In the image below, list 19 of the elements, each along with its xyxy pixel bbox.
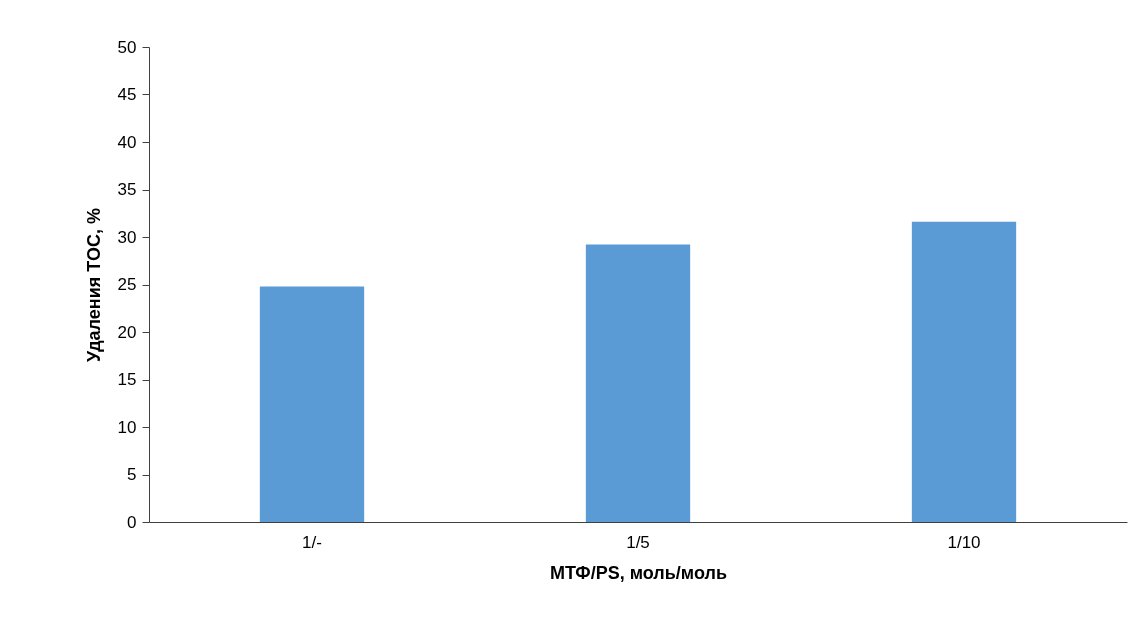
y-tick-label: 5 [127,465,137,484]
bar [911,221,1017,522]
bar [585,244,691,522]
y-axis-title: Удаления TOC, % [83,208,104,362]
y-tick-label: 0 [127,512,137,532]
x-tick-label: 1/5 [626,532,650,552]
y-tick-label: 50 [117,37,137,57]
x-tick-label: 1/- [302,532,322,552]
y-tick-label: 30 [117,227,137,247]
x-axis-title: МТФ/PS, моль/моль [550,562,727,583]
y-tick-label: 15 [117,370,137,389]
y-tick-label: 45 [117,85,137,104]
y-tick-label: 35 [117,180,137,199]
y-tick-label: 20 [117,322,137,342]
x-tick-label: 1/10 [947,532,981,552]
y-tick-label: 40 [117,132,137,152]
y-tick-label: 10 [117,417,137,437]
bar [259,286,365,522]
y-tick-label: 25 [117,275,137,294]
